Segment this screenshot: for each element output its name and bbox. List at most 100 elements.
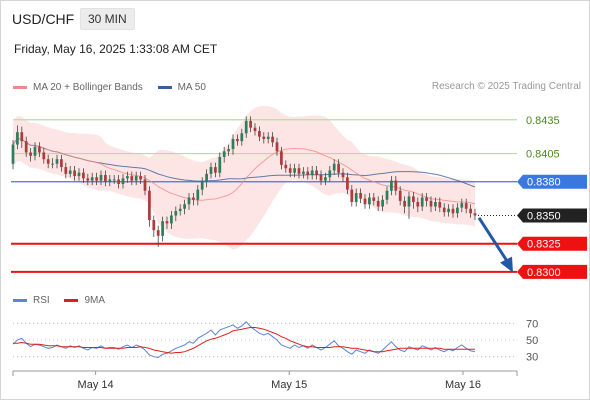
candle-body bbox=[73, 170, 76, 177]
level-tag-0.8300 bbox=[517, 264, 587, 279]
datetime-label: Friday, May 16, 2025 1:33:08 AM CET bbox=[14, 42, 218, 56]
candle-body bbox=[148, 190, 151, 221]
forecast-arrow-head bbox=[500, 256, 513, 273]
candle-body bbox=[33, 146, 37, 156]
candle-body bbox=[38, 146, 41, 153]
candle-body bbox=[262, 136, 266, 139]
rsi-tick-30: 30 bbox=[526, 352, 538, 364]
candle-body bbox=[315, 170, 318, 175]
candle-body bbox=[236, 138, 239, 142]
candle-body bbox=[16, 132, 19, 145]
candle-body bbox=[394, 180, 398, 191]
candle-body bbox=[469, 208, 472, 214]
candle-body bbox=[350, 189, 354, 203]
legend-item-rsi: RSI bbox=[13, 295, 50, 306]
candle-body bbox=[258, 131, 261, 137]
candle-body bbox=[284, 164, 288, 169]
candle-body bbox=[385, 190, 389, 200]
candle-body bbox=[55, 159, 59, 164]
timeframe-button[interactable]: 30 MIN bbox=[80, 8, 135, 30]
candle-body bbox=[337, 163, 340, 173]
level-lines: 0.8435 0.8405 0.8380 0.8325 0.8300 bbox=[11, 115, 587, 279]
candle-body bbox=[310, 170, 314, 175]
candle-body bbox=[205, 173, 208, 182]
candle-body bbox=[99, 174, 103, 181]
candle-body bbox=[64, 167, 68, 174]
candle-body bbox=[108, 179, 112, 182]
candle-body bbox=[156, 230, 160, 236]
candle-body bbox=[134, 176, 138, 181]
rsi-tick-50: 50 bbox=[526, 335, 538, 347]
x-axis: May 14 May 15 May 16 bbox=[12, 370, 518, 391]
candle-body bbox=[130, 176, 134, 181]
rsi-tick-70: 70 bbox=[526, 318, 538, 330]
candle-body bbox=[178, 208, 182, 212]
candle-body bbox=[139, 176, 142, 180]
level-label-0.8300: 0.8300 bbox=[527, 267, 561, 279]
candle-body bbox=[126, 176, 129, 179]
candle-body bbox=[425, 197, 428, 201]
candle-body bbox=[196, 189, 200, 200]
legend-item-ma20: MA 20 + Bollinger Bands bbox=[13, 82, 143, 93]
candle-body bbox=[306, 171, 310, 175]
candle-body bbox=[165, 221, 169, 224]
candle-body bbox=[302, 171, 305, 174]
ma20-swatch-icon bbox=[13, 86, 27, 89]
candle-body bbox=[20, 132, 24, 142]
candle-body bbox=[456, 207, 459, 214]
legend-label-rsi: RSI bbox=[33, 295, 50, 306]
candle-body bbox=[90, 177, 94, 181]
candle-body bbox=[407, 196, 411, 207]
candle-body bbox=[161, 221, 164, 236]
candle-body bbox=[429, 200, 433, 207]
candle-body bbox=[341, 172, 345, 178]
candle-body bbox=[464, 203, 468, 209]
x-tick-label: May 14 bbox=[78, 379, 114, 391]
candle-body bbox=[381, 199, 384, 207]
candle-body bbox=[363, 198, 367, 205]
legend-label-ma20: MA 20 + Bollinger Bands bbox=[33, 82, 143, 93]
candle-body bbox=[390, 180, 393, 191]
ma20-line bbox=[12, 137, 476, 205]
candle-body bbox=[324, 177, 327, 181]
candle-body bbox=[95, 177, 98, 181]
candle-body bbox=[170, 215, 173, 224]
rsi-swatch-icon bbox=[13, 299, 27, 302]
forecast-arrow-shaft bbox=[477, 216, 510, 264]
candle-body bbox=[288, 168, 292, 173]
candle-body bbox=[412, 196, 415, 203]
candle-body bbox=[143, 179, 147, 191]
credit-text: Research © 2025 Trading Central bbox=[431, 81, 581, 92]
candle-body bbox=[121, 178, 125, 184]
candle-body bbox=[222, 151, 226, 157]
ma9-swatch-icon bbox=[64, 299, 79, 302]
ma50-swatch-icon bbox=[157, 86, 172, 89]
candle-body bbox=[68, 170, 72, 174]
rsi-legend: RSI 9MA bbox=[13, 294, 117, 306]
candle-body bbox=[174, 211, 178, 216]
legend-label-9ma: 9MA bbox=[84, 295, 106, 306]
candle-body bbox=[328, 170, 332, 178]
candle-body bbox=[231, 138, 235, 150]
candle-body bbox=[117, 179, 120, 184]
candle-body bbox=[183, 204, 186, 209]
candle-body bbox=[473, 213, 477, 216]
price-legend: MA 20 + Bollinger Bands MA 50 bbox=[13, 81, 218, 93]
candle-body bbox=[42, 152, 46, 160]
rsi-ma-line bbox=[13, 327, 475, 354]
candle-body bbox=[460, 203, 464, 208]
candle-body bbox=[266, 136, 270, 139]
candle-body bbox=[376, 200, 380, 207]
bollinger-band bbox=[13, 106, 475, 250]
candle-body bbox=[200, 181, 204, 190]
candle-body bbox=[86, 178, 90, 181]
candle-body bbox=[451, 208, 455, 214]
level-label-0.8380: 0.8380 bbox=[527, 177, 561, 189]
candle-body bbox=[46, 159, 50, 164]
candle-body bbox=[271, 136, 274, 143]
candle-body bbox=[319, 174, 323, 181]
x-tick-label: May 16 bbox=[445, 379, 481, 391]
candle-body bbox=[253, 127, 257, 132]
level-tag-0.8325 bbox=[517, 236, 587, 251]
